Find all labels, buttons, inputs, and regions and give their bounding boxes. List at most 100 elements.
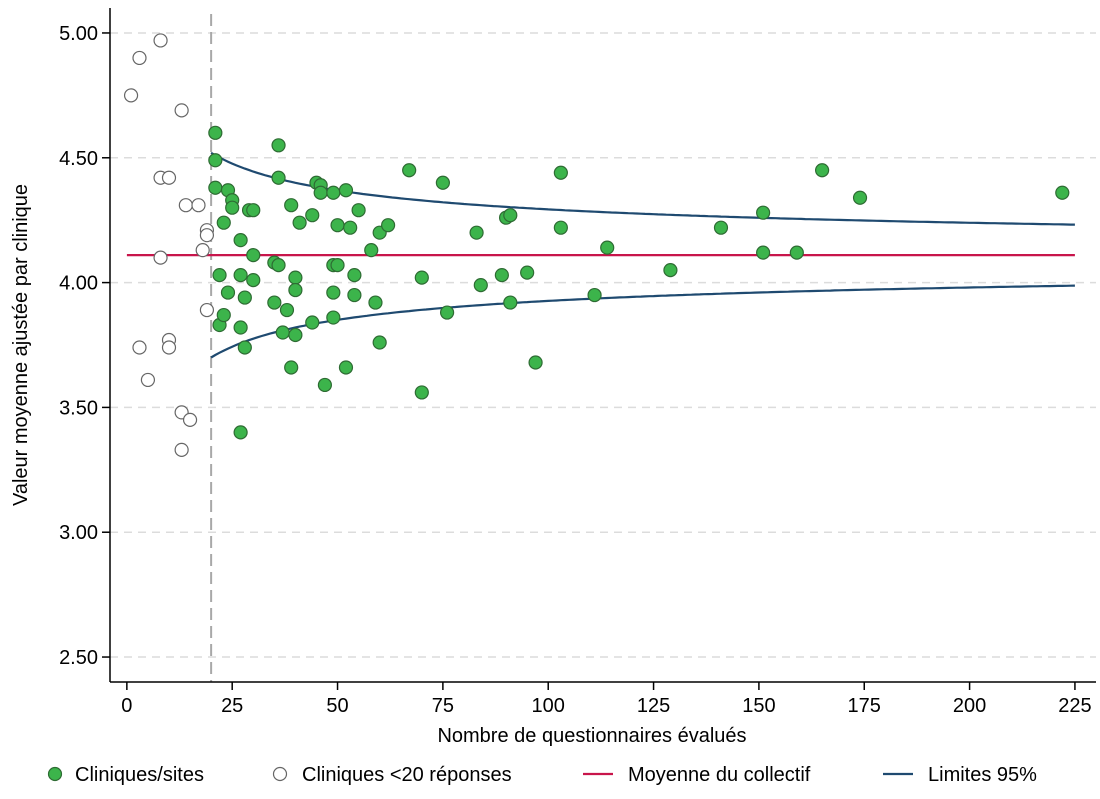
clinic-point xyxy=(347,287,362,303)
x-tick-label: 100 xyxy=(532,695,565,717)
clinic-point xyxy=(271,138,286,153)
clinic-point xyxy=(351,203,366,218)
clinic-point xyxy=(435,175,450,190)
axes: 2.50 3.00 3.50 4.00 4.50 5.00 0 25 50 75 100 125 150… xyxy=(59,8,1096,717)
clinic-point xyxy=(381,218,396,233)
clinic-point xyxy=(338,183,354,198)
small-clinic-point xyxy=(153,250,168,265)
clinic-point xyxy=(246,203,261,218)
x-tick-label: 225 xyxy=(1058,695,1091,717)
clinic-point xyxy=(1055,185,1070,200)
clinic-point xyxy=(246,272,261,288)
x-tick-label: 200 xyxy=(953,695,986,717)
clinic-point xyxy=(326,185,341,200)
clinic-point xyxy=(271,258,286,273)
clinic-point xyxy=(789,245,804,260)
limit-curve xyxy=(210,284,1075,359)
x-tick-label: 175 xyxy=(848,695,881,717)
clinic-point xyxy=(225,200,240,215)
legend-label: Limites 95% xyxy=(928,764,1037,786)
clinic-point xyxy=(553,165,568,180)
clinic-point xyxy=(288,282,303,298)
small-clinic-point xyxy=(199,302,215,318)
clinic-point xyxy=(208,180,223,195)
legend: Cliniques/sites Cliniques <20 réponses Moy… xyxy=(47,764,1037,786)
clinic-point xyxy=(852,190,868,205)
small-clinic-point xyxy=(174,103,189,118)
clinic-point xyxy=(663,263,678,278)
legend-label: Cliniques <20 réponses xyxy=(302,764,512,786)
clinic-point xyxy=(343,220,358,235)
clinic-point xyxy=(279,302,295,318)
clinic-point xyxy=(473,277,488,293)
clinic-point xyxy=(284,198,299,213)
clinic-point xyxy=(756,245,771,260)
legend-marker-open-circle xyxy=(272,766,288,782)
x-tick-label: 75 xyxy=(432,695,454,717)
small-clinic-point xyxy=(182,412,198,427)
clinic-point xyxy=(305,315,320,330)
clinic-point xyxy=(317,377,332,393)
clinic-point xyxy=(220,285,236,300)
clinic-point xyxy=(338,360,354,375)
clinic-point xyxy=(326,310,341,325)
y-tick-label: 4.00 xyxy=(59,273,98,295)
clinic-point xyxy=(815,163,830,178)
clinic-point xyxy=(330,218,345,233)
small-clinic-point xyxy=(195,243,210,258)
clinic-point xyxy=(212,268,227,283)
clinic-point xyxy=(275,325,290,340)
small-clinic-point xyxy=(191,198,206,213)
small-clinic-point xyxy=(161,170,177,185)
small-clinic-point xyxy=(153,33,168,48)
legend-label: Moyenne du collectif xyxy=(628,764,811,786)
clinic-point xyxy=(439,305,455,320)
clinic-point xyxy=(237,290,252,305)
x-axis-title: Nombre de questionnaires évalués xyxy=(437,725,746,747)
y-tick-label: 5.00 xyxy=(59,23,98,45)
series-lines xyxy=(126,151,1075,359)
clinic-point xyxy=(372,335,387,350)
small-clinic-point xyxy=(123,88,139,103)
small-clinic-point xyxy=(132,340,147,355)
clinic-point xyxy=(330,258,345,273)
clinic-point xyxy=(503,208,518,223)
small-clinic-point xyxy=(161,340,177,355)
clinic-point xyxy=(237,340,252,355)
clinic-point xyxy=(553,220,568,235)
y-axis-title: Valeur moyenne ajustée par clinique xyxy=(10,184,32,506)
clinic-point xyxy=(600,240,615,255)
x-tick-label: 25 xyxy=(221,695,243,717)
clinic-point xyxy=(233,233,248,248)
clinic-point xyxy=(587,287,602,303)
clinic-point xyxy=(326,285,341,300)
clinic-point xyxy=(233,425,248,440)
clinic-point xyxy=(288,270,303,285)
clinic-point xyxy=(713,220,729,235)
clinic-point xyxy=(368,295,383,310)
clinic-point xyxy=(402,163,417,178)
clinic-point xyxy=(469,225,484,240)
clinic-point xyxy=(271,170,286,185)
small-clinic-point xyxy=(132,50,147,66)
clinic-point xyxy=(313,185,328,200)
clinic-point xyxy=(528,355,543,370)
clinic-point xyxy=(347,268,362,283)
y-tick-label: 2.50 xyxy=(59,647,98,669)
x-tick-label: 125 xyxy=(637,695,670,717)
data-points xyxy=(123,33,1070,457)
y-tick-label: 3.00 xyxy=(59,522,98,544)
clinic-point xyxy=(520,265,535,280)
clinic-point xyxy=(503,295,518,310)
small-clinic-point xyxy=(199,228,215,243)
small-clinic-point xyxy=(174,442,189,457)
x-tick-label: 150 xyxy=(742,695,775,717)
clinic-point xyxy=(756,205,771,220)
clinic-point xyxy=(305,208,320,223)
x-tick-label: 0 xyxy=(121,695,132,717)
limit-curve xyxy=(210,151,1075,226)
clinic-point xyxy=(267,295,282,310)
clinic-point xyxy=(233,320,248,335)
x-tick-label: 50 xyxy=(326,695,348,717)
clinic-point xyxy=(494,268,509,283)
